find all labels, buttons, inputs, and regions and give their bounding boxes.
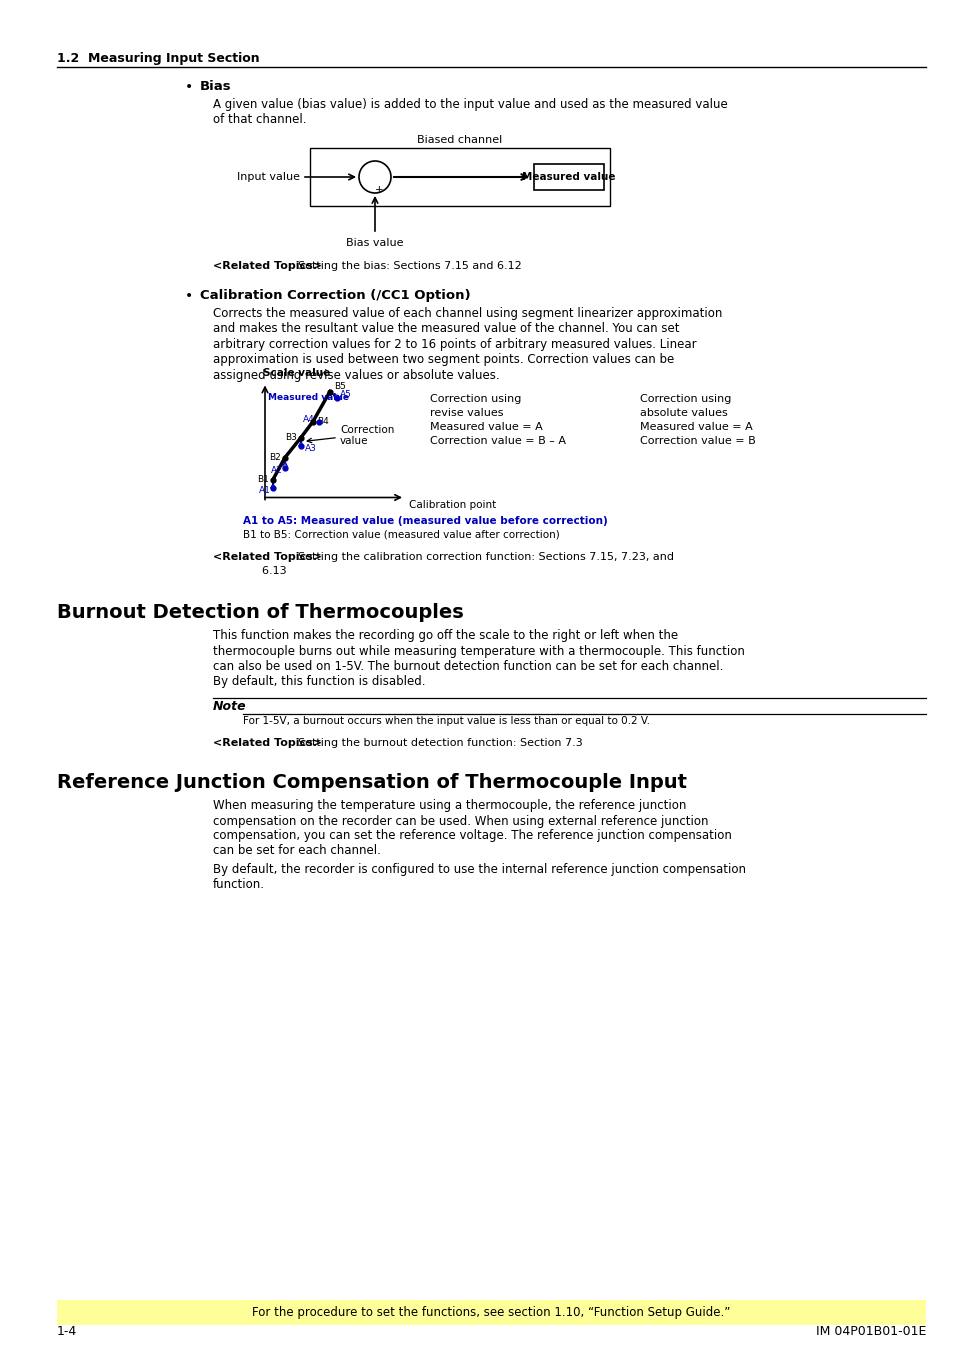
- Text: B4: B4: [316, 417, 329, 427]
- Text: assigned using revise values or absolute values.: assigned using revise values or absolute…: [213, 369, 499, 382]
- Text: A3: A3: [305, 444, 316, 454]
- Text: arbitrary correction values for 2 to 16 points of arbitrary measured values. Lin: arbitrary correction values for 2 to 16 …: [213, 338, 696, 351]
- Text: Correction value = B: Correction value = B: [639, 436, 755, 447]
- Text: Calibration point: Calibration point: [409, 500, 496, 509]
- Text: Reference Junction Compensation of Thermocouple Input: Reference Junction Compensation of Therm…: [57, 774, 686, 792]
- Text: Correction using: Correction using: [430, 394, 521, 405]
- Text: •: •: [185, 80, 193, 94]
- Text: Bias value: Bias value: [346, 238, 403, 248]
- Bar: [534, 163, 603, 190]
- Text: Measured value = A: Measured value = A: [430, 423, 542, 432]
- Text: Biased channel: Biased channel: [416, 135, 502, 144]
- Text: When measuring the temperature using a thermocouple, the reference junction: When measuring the temperature using a t…: [213, 799, 685, 813]
- Text: and makes the resultant value the measured value of the channel. You can set: and makes the resultant value the measur…: [213, 323, 679, 336]
- Text: Input value: Input value: [236, 171, 299, 182]
- Text: Correction
value: Correction value: [339, 425, 394, 447]
- Text: B3: B3: [285, 433, 296, 441]
- Text: This function makes the recording go off the scale to the right or left when the: This function makes the recording go off…: [213, 629, 678, 643]
- Text: <Related Topics>: <Related Topics>: [213, 552, 322, 562]
- Text: •: •: [185, 289, 193, 302]
- Text: function.: function.: [213, 879, 265, 891]
- Text: can also be used on 1-5V. The burnout detection function can be set for each cha: can also be used on 1-5V. The burnout de…: [213, 660, 722, 672]
- Text: Measured value = A: Measured value = A: [639, 423, 752, 432]
- Bar: [310, 148, 609, 207]
- Text: can be set for each channel.: can be set for each channel.: [213, 845, 380, 857]
- Text: 1.2  Measuring Input Section: 1.2 Measuring Input Section: [57, 53, 259, 65]
- Text: Bias: Bias: [200, 80, 232, 93]
- Text: Burnout Detection of Thermocouples: Burnout Detection of Thermocouples: [57, 603, 463, 622]
- Text: Measured value: Measured value: [268, 393, 349, 402]
- Text: For the procedure to set the functions, see section 1.10, “Function Setup Guide.: For the procedure to set the functions, …: [252, 1305, 730, 1319]
- Text: By default, the recorder is configured to use the internal reference junction co: By default, the recorder is configured t…: [213, 864, 745, 876]
- Text: absolute values: absolute values: [639, 409, 727, 418]
- Text: Correction using: Correction using: [639, 394, 731, 405]
- Text: A1: A1: [258, 486, 271, 495]
- Text: Setting the burnout detection function: Section 7.3: Setting the burnout detection function: …: [291, 737, 582, 748]
- Text: B5: B5: [334, 382, 346, 391]
- Text: 6.13: 6.13: [213, 566, 286, 575]
- Text: B1 to B5: Correction value (measured value after correction): B1 to B5: Correction value (measured val…: [243, 529, 559, 540]
- Text: A1 to A5: Measured value (measured value before correction): A1 to A5: Measured value (measured value…: [243, 516, 607, 525]
- Text: Corrects the measured value of each channel using segment linearizer approximati: Corrects the measured value of each chan…: [213, 306, 721, 320]
- Text: A2: A2: [271, 466, 282, 475]
- Text: approximation is used between two segment points. Correction values can be: approximation is used between two segmen…: [213, 354, 674, 366]
- Text: <Related Topics>: <Related Topics>: [213, 737, 322, 748]
- Text: By default, this function is disabled.: By default, this function is disabled.: [213, 675, 425, 687]
- Text: For 1-5V, a burnout occurs when the input value is less than or equal to 0.2 V.: For 1-5V, a burnout occurs when the inpu…: [243, 717, 649, 726]
- Bar: [57, 1300, 925, 1324]
- Text: Note: Note: [213, 701, 247, 714]
- Text: A4: A4: [303, 414, 314, 424]
- Text: Setting the calibration correction function: Sections 7.15, 7.23, and: Setting the calibration correction funct…: [291, 552, 673, 562]
- Text: Setting the bias: Sections 7.15 and 6.12: Setting the bias: Sections 7.15 and 6.12: [291, 261, 521, 271]
- Text: 1-4: 1-4: [57, 1324, 77, 1338]
- Text: Calibration Correction (/CC1 Option): Calibration Correction (/CC1 Option): [200, 289, 470, 302]
- Text: B1: B1: [256, 475, 269, 485]
- Text: A given value (bias value) is added to the input value and used as the measured : A given value (bias value) is added to t…: [213, 99, 727, 111]
- Text: revise values: revise values: [430, 409, 503, 418]
- Text: Measured value: Measured value: [521, 171, 615, 182]
- Text: Correction value = B – A: Correction value = B – A: [430, 436, 565, 447]
- Text: IM 04P01B01-01E: IM 04P01B01-01E: [815, 1324, 925, 1338]
- Text: +: +: [375, 185, 383, 194]
- Text: compensation on the recorder can be used. When using external reference junction: compensation on the recorder can be used…: [213, 814, 708, 828]
- Text: thermocouple burns out while measuring temperature with a thermocouple. This fun: thermocouple burns out while measuring t…: [213, 644, 744, 657]
- Text: <Related Topics>: <Related Topics>: [213, 261, 322, 271]
- Text: A5: A5: [339, 390, 352, 400]
- Text: compensation, you can set the reference voltage. The reference junction compensa: compensation, you can set the reference …: [213, 829, 731, 842]
- Text: Scale value: Scale value: [263, 367, 330, 378]
- Text: B2: B2: [269, 454, 280, 462]
- Text: of that channel.: of that channel.: [213, 113, 306, 126]
